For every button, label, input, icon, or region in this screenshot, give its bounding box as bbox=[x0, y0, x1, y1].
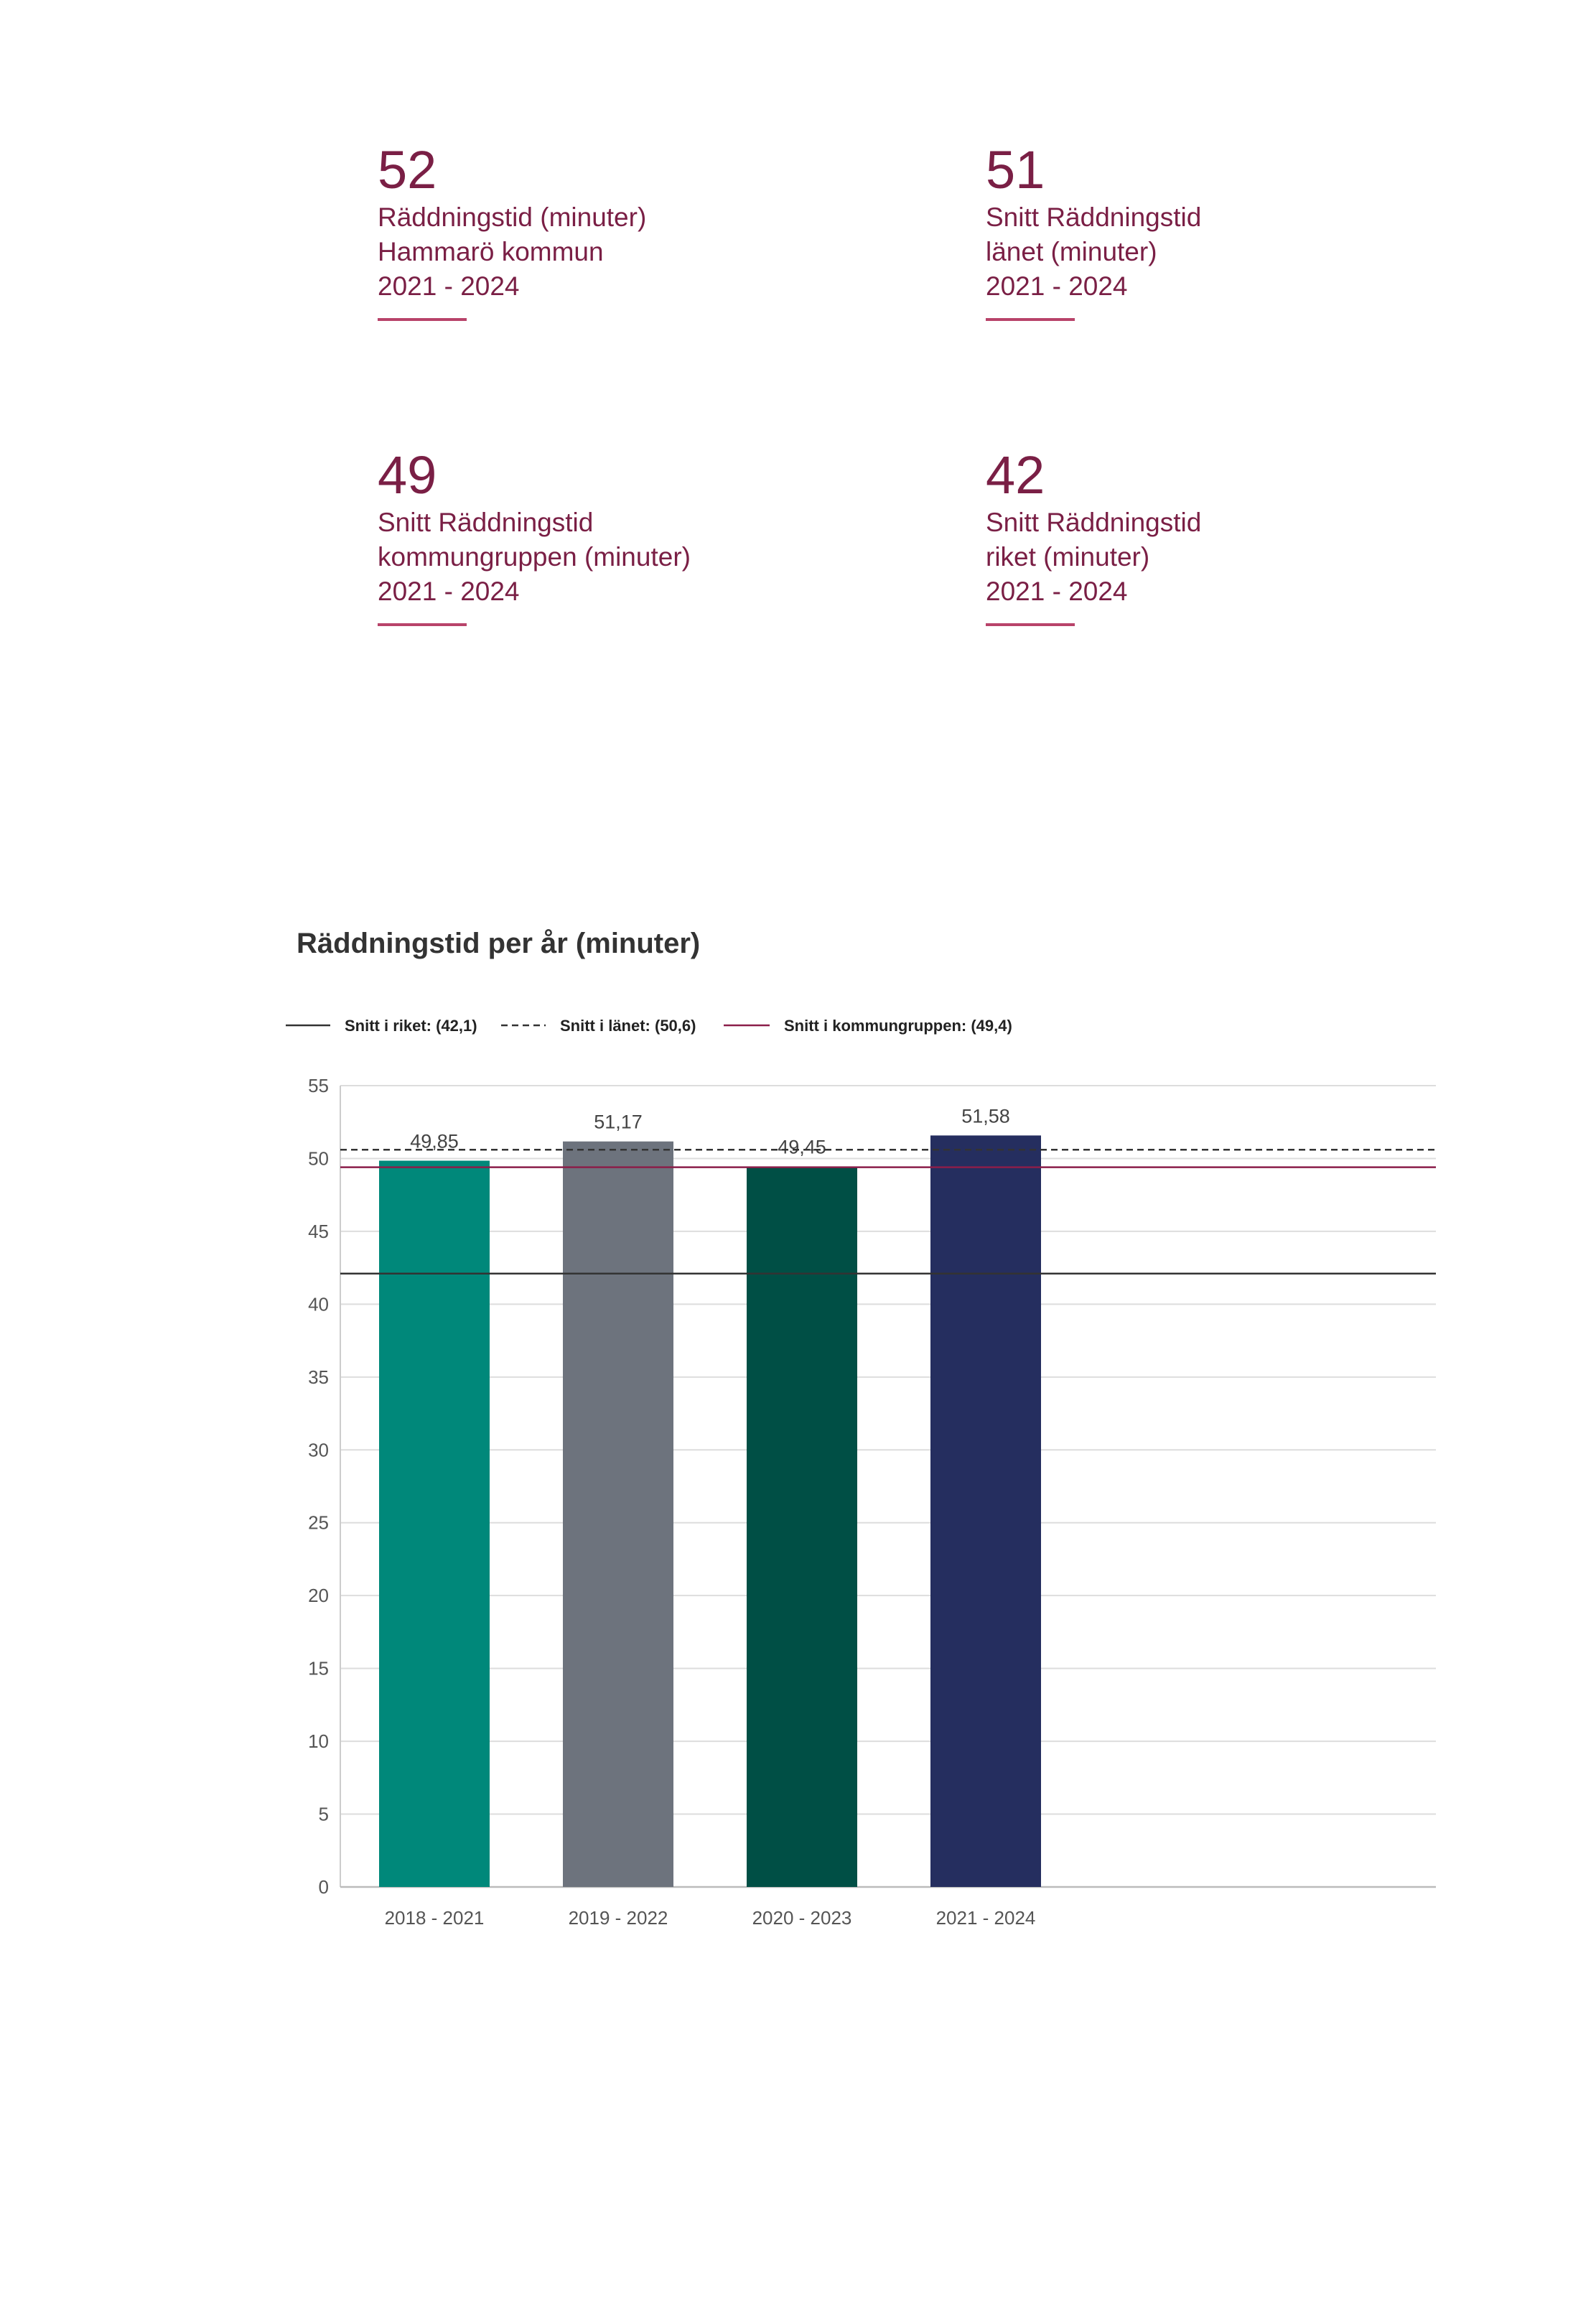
legend-label-3: Snitt i kommungruppen: (49,4) bbox=[784, 1017, 1012, 1035]
kpi-lanet: 51 Snitt Räddningstid länet (minuter) 20… bbox=[986, 140, 1417, 321]
bar bbox=[930, 1135, 1041, 1887]
chart-title: Räddningstid per år (minuter) bbox=[297, 928, 701, 959]
kpi-label-line: 2021 - 2024 bbox=[986, 271, 1128, 301]
kpi-label-line: riket (minuter) bbox=[986, 542, 1150, 572]
x-tick-label: 2021 - 2024 bbox=[936, 1907, 1036, 1929]
kpi-kommungruppen: 49 Snitt Räddningstid kommungruppen (min… bbox=[378, 445, 808, 626]
kpi-label-line: länet (minuter) bbox=[986, 237, 1157, 266]
kpi-divider bbox=[378, 623, 467, 626]
bar bbox=[563, 1141, 673, 1887]
bar bbox=[379, 1160, 490, 1887]
kpi-riket: 42 Snitt Räddningstid riket (minuter) 20… bbox=[986, 445, 1417, 626]
y-tick-label: 55 bbox=[308, 1075, 329, 1096]
kpi-label-line: Snitt Räddningstid bbox=[378, 508, 594, 537]
bar-value-label: 49,85 bbox=[410, 1130, 459, 1152]
kpi-value: 42 bbox=[986, 445, 1045, 505]
bar-value-label: 51,17 bbox=[594, 1111, 643, 1133]
kpi-label-line: Snitt Räddningstid bbox=[986, 202, 1202, 232]
kpi-label-line: 2021 - 2024 bbox=[378, 271, 520, 301]
kpi-value: 49 bbox=[378, 445, 437, 505]
y-tick-label: 20 bbox=[308, 1585, 329, 1606]
x-tick-label: 2018 - 2021 bbox=[385, 1907, 485, 1929]
kpi-label-line: kommungruppen (minuter) bbox=[378, 542, 691, 572]
x-tick-label: 2020 - 2023 bbox=[752, 1907, 852, 1929]
kpi-value: 52 bbox=[378, 140, 437, 200]
legend-label-1: Snitt i riket: (42,1) bbox=[345, 1017, 477, 1035]
y-tick-label: 30 bbox=[308, 1439, 329, 1460]
kpi-divider bbox=[986, 318, 1075, 321]
kpi-label-line: 2021 - 2024 bbox=[378, 577, 520, 606]
bar bbox=[747, 1166, 857, 1887]
kpi-value: 51 bbox=[986, 140, 1045, 200]
legend-label-2: Snitt i länet: (50,6) bbox=[560, 1017, 696, 1035]
y-tick-label: 45 bbox=[308, 1221, 329, 1242]
kpi-label-line: Hammarö kommun bbox=[378, 237, 604, 266]
kpi-divider bbox=[378, 318, 467, 321]
y-tick-label: 0 bbox=[319, 1876, 329, 1898]
y-tick-label: 50 bbox=[308, 1147, 329, 1169]
y-tick-label: 35 bbox=[308, 1366, 329, 1388]
y-tick-label: 40 bbox=[308, 1293, 329, 1315]
kpi-label-line: Räddningstid (minuter) bbox=[378, 202, 647, 232]
y-tick-label: 10 bbox=[308, 1730, 329, 1752]
kpi-hammaro: 52 Räddningstid (minuter) Hammarö kommun… bbox=[378, 140, 808, 321]
bar-value-label: 49,45 bbox=[778, 1137, 826, 1158]
y-tick-label: 5 bbox=[319, 1804, 329, 1825]
bar-value-label: 51,58 bbox=[961, 1105, 1010, 1127]
kpi-divider bbox=[986, 623, 1075, 626]
y-tick-label: 15 bbox=[308, 1658, 329, 1679]
kpi-label-line: Snitt Räddningstid bbox=[986, 508, 1202, 537]
x-tick-label: 2019 - 2022 bbox=[569, 1907, 668, 1929]
kpi-label-line: 2021 - 2024 bbox=[986, 577, 1128, 606]
y-tick-label: 25 bbox=[308, 1512, 329, 1534]
